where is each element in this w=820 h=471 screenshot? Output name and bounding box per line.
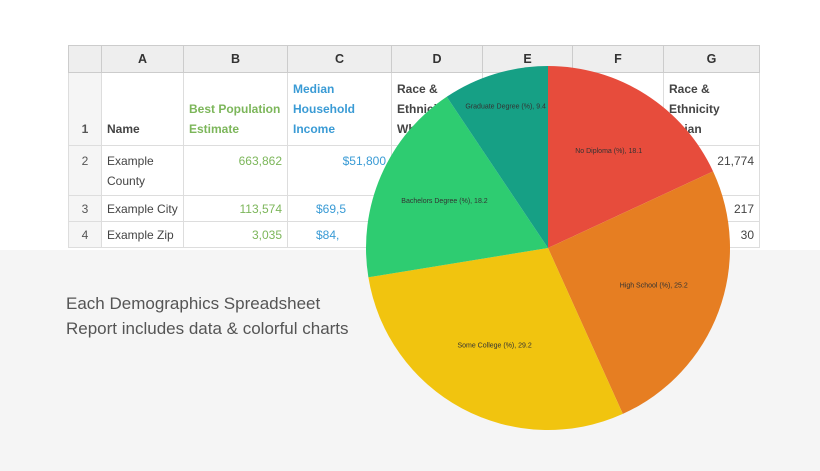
slice-label: Bachelors Degree (%), 18.2 (401, 198, 487, 205)
slice-label: No Diploma (%), 18.1 (575, 148, 642, 155)
column-header-a[interactable]: A (101, 45, 184, 73)
slice-label: High School (%), 25.2 (620, 282, 688, 289)
cell[interactable]: Median Household Income (287, 72, 392, 146)
row-number[interactable]: 3 (68, 195, 102, 222)
slice-label: Some College (%), 29.2 (457, 342, 531, 349)
pie-slice (366, 96, 548, 278)
row-number[interactable]: 1 (68, 72, 102, 146)
table-row: 1 Name Best Population Estimate Median H… (68, 72, 760, 146)
pie-slice (368, 248, 623, 430)
cell[interactable]: Example County (101, 145, 184, 196)
caption-line: Report includes data & colorful charts (66, 319, 349, 338)
row-number[interactable]: 2 (68, 145, 102, 196)
pie-slice (548, 66, 714, 248)
pie-slice (548, 171, 730, 414)
cell[interactable]: 3,035 (183, 221, 288, 248)
row-number[interactable]: 4 (68, 221, 102, 248)
cell[interactable]: Name (101, 72, 184, 146)
corner-cell (68, 45, 102, 73)
caption: Each Demographics Spreadsheet Report inc… (66, 291, 349, 341)
slice-label: Graduate Degree (%), 9.4 (465, 104, 546, 111)
caption-line: Each Demographics Spreadsheet (66, 294, 321, 313)
cell[interactable]: Example City (101, 195, 184, 222)
column-header-f[interactable]: F (572, 45, 664, 73)
cell[interactable]: Example Zip (101, 221, 184, 248)
cell[interactable]: Best Population Estimate (183, 72, 288, 146)
pie-slice (446, 66, 548, 248)
column-header-d[interactable]: D (391, 45, 483, 73)
column-header-g[interactable]: G (663, 45, 760, 73)
column-header-c[interactable]: C (287, 45, 392, 73)
